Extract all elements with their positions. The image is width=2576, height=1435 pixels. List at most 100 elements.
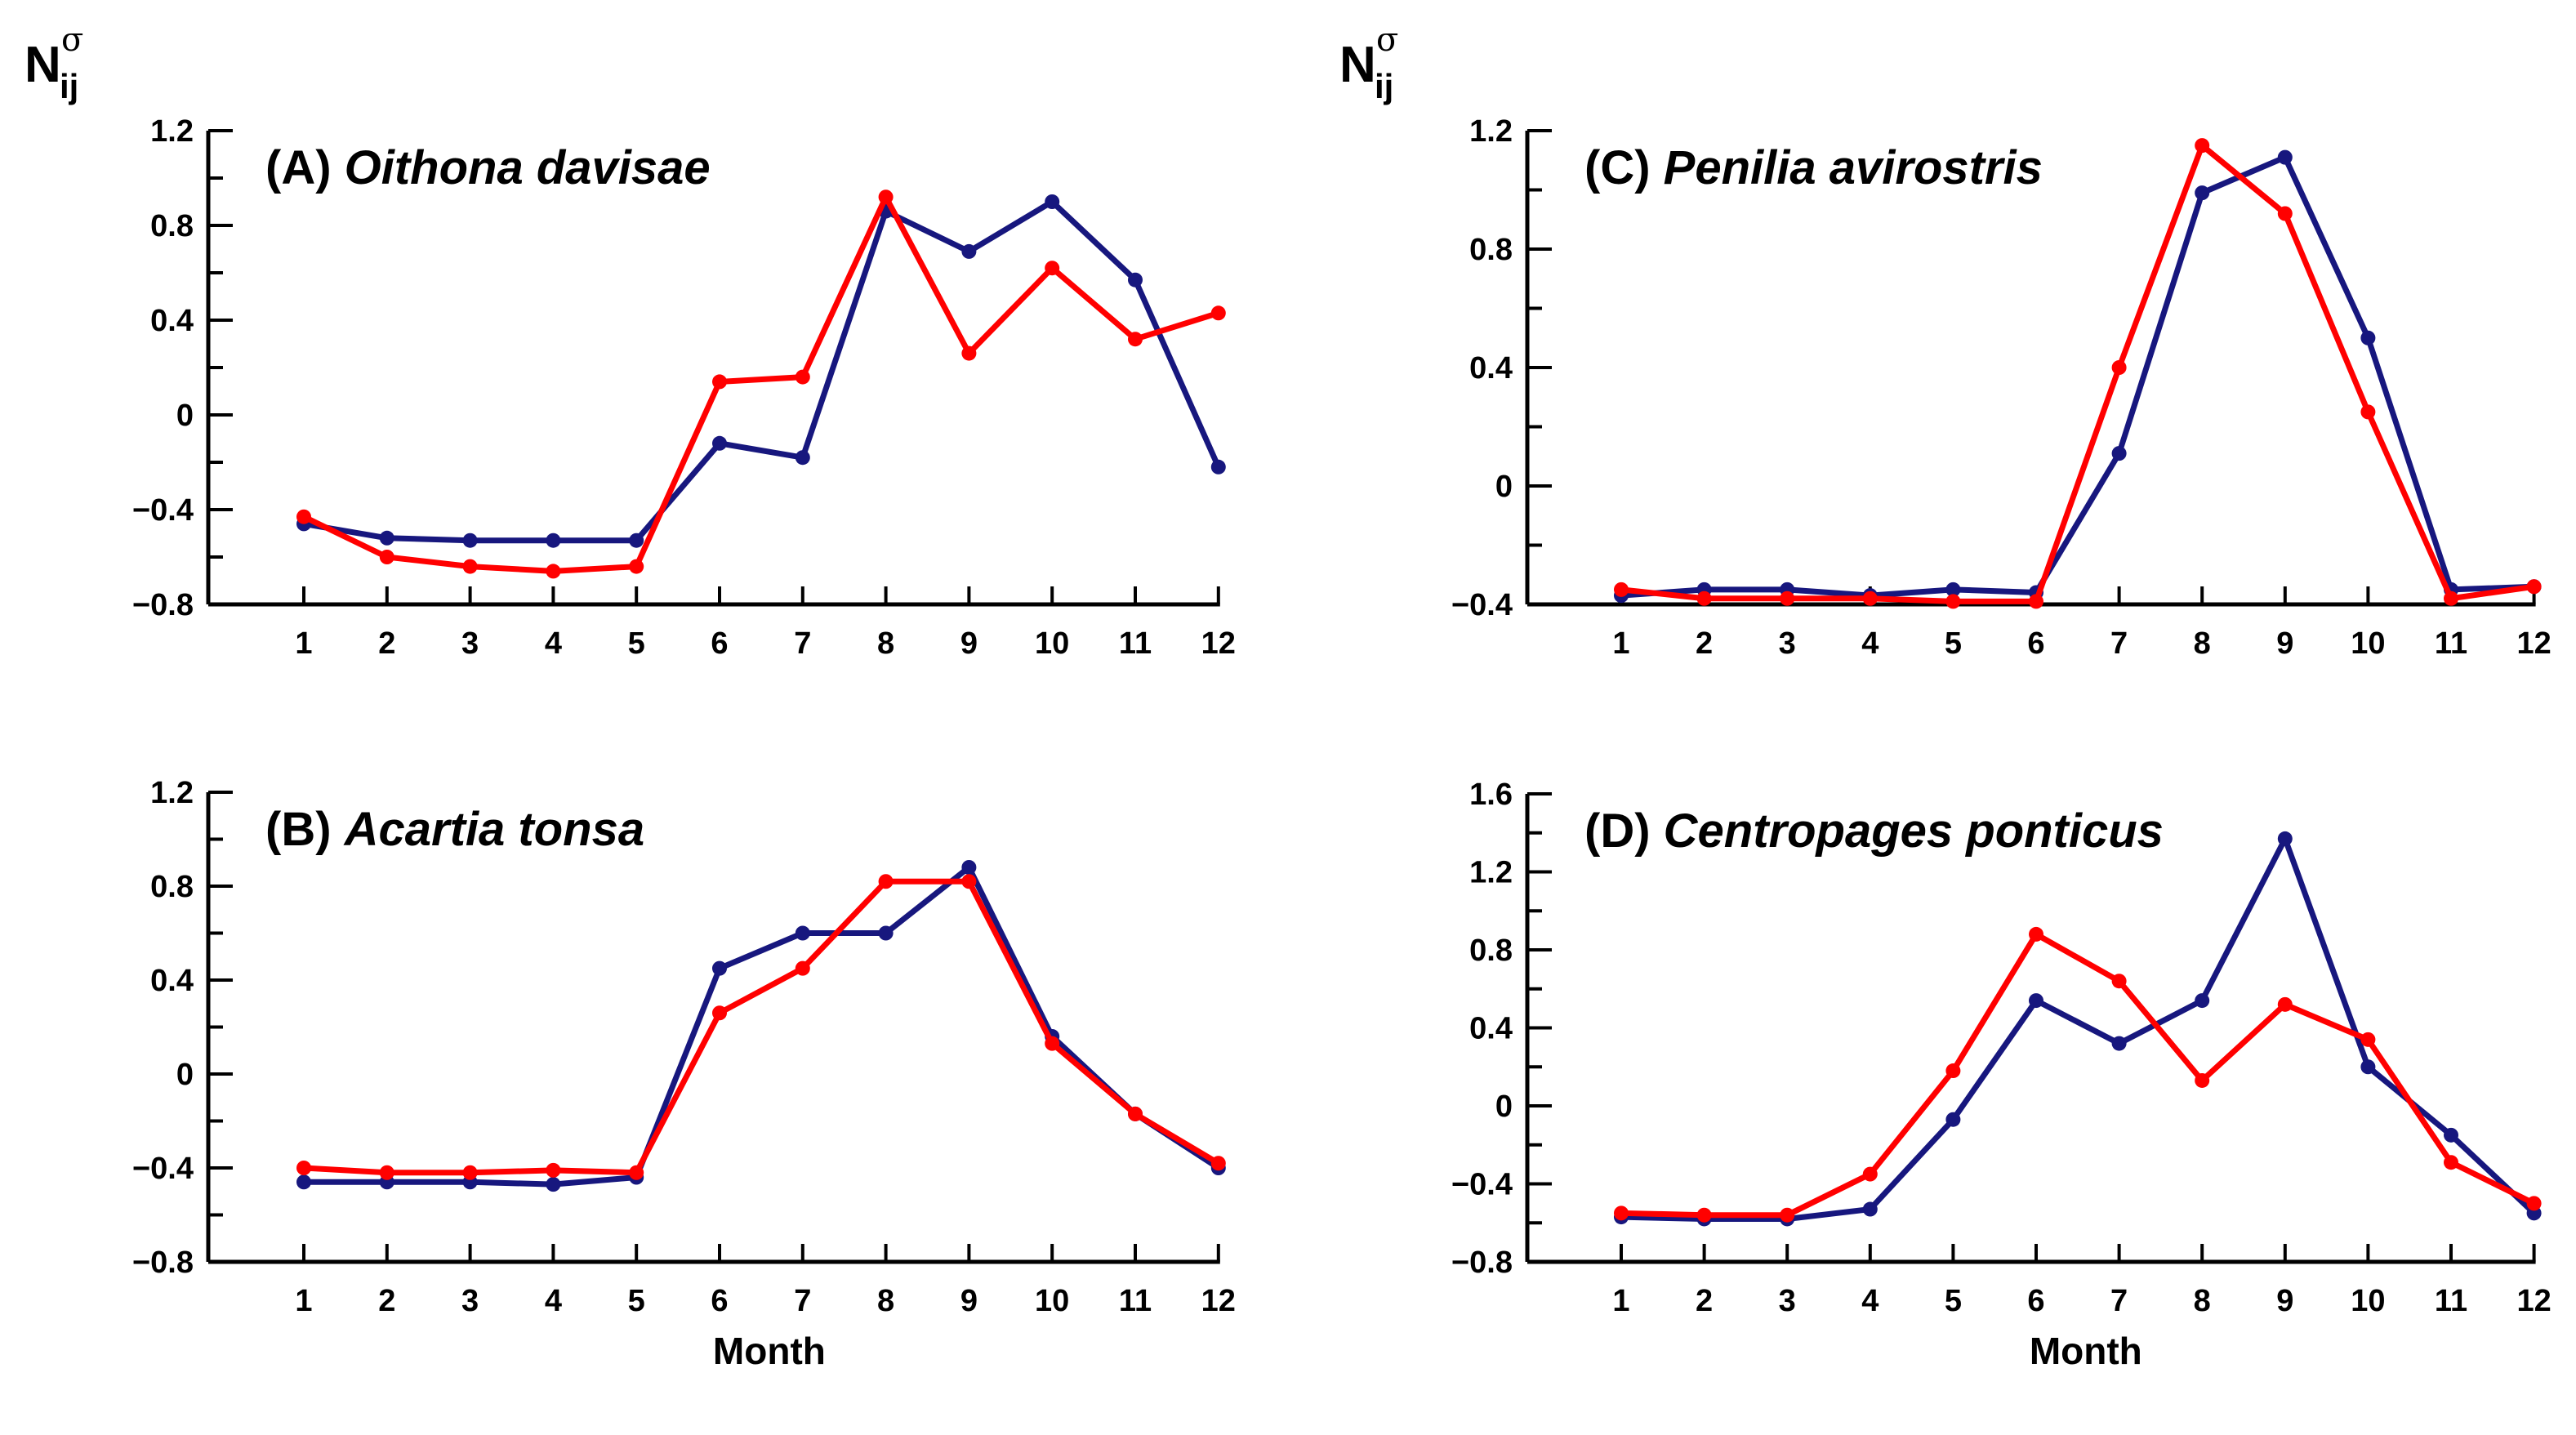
series-line-red-a — [302, 194, 1219, 574]
panel-title-species-c: Penilia avirostris — [1664, 141, 2043, 194]
data-point-blue-c — [2277, 149, 2293, 165]
data-point-red-c — [1696, 590, 1712, 606]
data-point-red-d — [1696, 1207, 1712, 1223]
data-point-red-a — [712, 374, 727, 390]
data-point-red-b — [1210, 1156, 1226, 1171]
x-tick-label-d: 2 — [1696, 1284, 1713, 1318]
ylabel-right: N ij σ — [1339, 21, 1398, 105]
series-line-red-d — [1620, 931, 2536, 1219]
data-point-red-b — [795, 960, 810, 976]
data-point-red-c — [2111, 360, 2127, 375]
data-point-blue-a — [1045, 194, 1060, 209]
y-tick-label-b: 1.2 — [150, 776, 194, 810]
y-tick-label-d: 0.8 — [1469, 934, 1513, 968]
y-tick-label-b: 0 — [176, 1058, 194, 1092]
series-line-blue-a — [303, 198, 1221, 544]
x-tick-label-c: 9 — [2276, 626, 2293, 661]
x-tick-label-a: 10 — [1035, 626, 1069, 661]
x-tick-label-a: 9 — [960, 626, 978, 661]
data-point-red-d — [2526, 1196, 2542, 1211]
panel-title-prefix-b: (B) — [265, 803, 345, 856]
x-axis-title-d: Month — [2030, 1330, 2142, 1372]
x-tick-label-a: 11 — [1119, 626, 1152, 661]
data-point-blue-c — [2195, 185, 2210, 201]
panel-title-prefix-a: (A) — [265, 141, 345, 194]
data-point-red-c — [1862, 590, 1878, 606]
ylabel-left-sup: σ — [61, 21, 83, 59]
data-point-red-a — [379, 550, 394, 564]
data-point-red-a — [961, 345, 977, 361]
y-tick-label-d: 1.6 — [1469, 778, 1513, 812]
data-point-blue-b — [961, 860, 977, 875]
data-point-blue-b — [878, 925, 894, 941]
ylabel-right-sup: σ — [1376, 21, 1398, 59]
ylabel-right-sub: ij — [1375, 67, 1393, 105]
data-point-red-a — [1128, 332, 1143, 347]
x-tick-label-a: 1 — [295, 626, 312, 661]
x-tick-label-a: 8 — [877, 626, 894, 661]
data-point-blue-c — [1945, 582, 1961, 597]
data-point-red-b — [878, 874, 894, 889]
y-tick-label-a: 0.8 — [150, 209, 194, 243]
series-line-blue-d — [1620, 836, 2536, 1222]
x-tick-label-a: 2 — [378, 626, 395, 661]
y-tick-label-a: −0.8 — [132, 588, 194, 622]
data-point-blue-d — [2360, 1059, 2376, 1075]
y-tick-label-c: 0.8 — [1469, 233, 1513, 267]
series-line-red-b — [303, 878, 1220, 1176]
data-point-red-a — [878, 189, 894, 205]
data-point-red-d — [2195, 1072, 2210, 1088]
x-tick-label-c: 1 — [1612, 626, 1629, 661]
y-tick-label-c: 1.2 — [1469, 114, 1513, 149]
x-tick-label-a: 3 — [461, 626, 479, 661]
data-point-blue-a — [795, 450, 810, 466]
data-point-blue-a — [712, 435, 727, 451]
y-tick-label-c: −0.4 — [1451, 588, 1513, 622]
y-tick-label-d: 0 — [1495, 1090, 1513, 1124]
panel-title-prefix-d: (D) — [1584, 804, 1664, 858]
x-tick-label-c: 8 — [2194, 626, 2211, 661]
x-tick-label-d: 4 — [1861, 1284, 1879, 1318]
data-point-blue-a — [1210, 459, 1226, 475]
panel-title-species-b: Acartia tonsa — [343, 803, 644, 856]
x-tick-label-b: 10 — [1035, 1284, 1069, 1318]
data-point-red-d — [2111, 974, 2127, 989]
data-point-red-b — [379, 1165, 394, 1180]
data-point-red-c — [2277, 206, 2293, 221]
data-point-blue-b — [296, 1174, 311, 1190]
ylabel-right-main: N — [1339, 37, 1376, 93]
series-line-red-c — [1620, 142, 2535, 604]
y-tick-label-b: 0.8 — [150, 870, 194, 904]
data-point-blue-d — [2029, 993, 2043, 1009]
x-tick-label-c: 12 — [2516, 626, 2551, 661]
y-tick-label-d: −0.4 — [1451, 1168, 1513, 1202]
panel-title-a: (A) Oithona davisae — [265, 141, 711, 194]
data-point-red-d — [1780, 1207, 1795, 1223]
data-point-red-b — [1045, 1036, 1060, 1051]
data-point-red-b — [462, 1165, 478, 1180]
panel-title-prefix-c: (C) — [1584, 141, 1664, 194]
x-tick-label-b: 12 — [1201, 1284, 1236, 1318]
ylabel-left-sub: ij — [60, 67, 78, 105]
panel-b: −0.8−0.400.40.81.21 2 3 4 5 6 7 8 9 10 11 12Month(B… — [132, 776, 1236, 1372]
x-tick-label-d: 3 — [1779, 1284, 1796, 1318]
y-tick-label-c: 0 — [1495, 470, 1513, 504]
x-tick-label-c: 5 — [1945, 626, 1962, 661]
data-point-red-a — [546, 564, 561, 579]
data-point-blue-b — [712, 960, 727, 976]
data-point-blue-a — [462, 533, 478, 548]
data-point-red-c — [2526, 579, 2542, 595]
x-tick-label-b: 4 — [545, 1284, 562, 1318]
data-point-red-c — [2444, 590, 2458, 606]
x-tick-label-a: 6 — [711, 626, 728, 661]
data-point-blue-a — [379, 530, 394, 546]
x-tick-label-d: 9 — [2276, 1284, 2293, 1318]
x-tick-label-c: 10 — [2351, 626, 2385, 661]
x-tick-label-b: 8 — [877, 1284, 894, 1318]
panel-title-d: (D) Centropages ponticus — [1584, 804, 2164, 858]
ylabel-left: N ij σ — [25, 21, 83, 105]
data-point-red-c — [1614, 582, 1629, 597]
data-point-red-d — [2277, 996, 2293, 1012]
data-point-red-b — [629, 1165, 644, 1180]
data-point-red-d — [2444, 1155, 2458, 1170]
